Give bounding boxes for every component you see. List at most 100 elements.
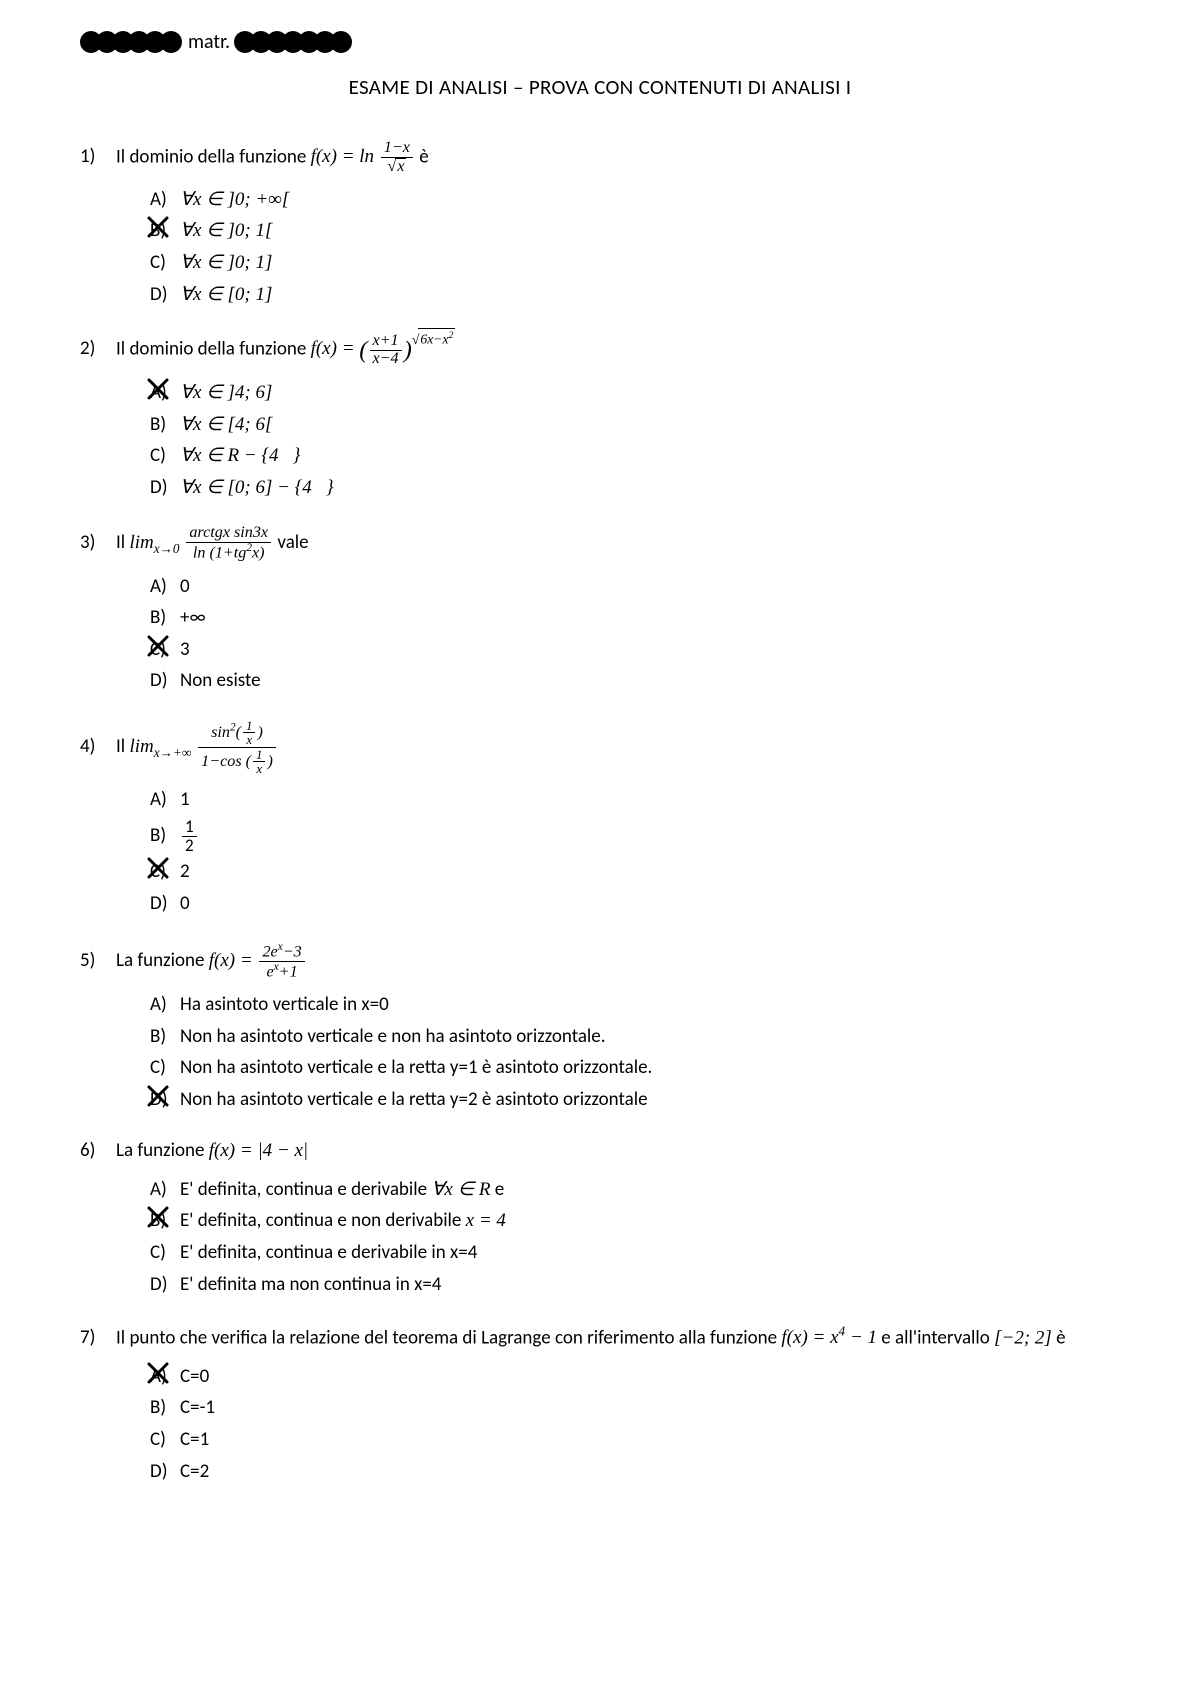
option-text: 0	[180, 573, 1120, 601]
option[interactable]: A)Ha asintoto verticale in x=0	[150, 991, 1120, 1019]
option[interactable]: A)∀x ∈ ]4; 6]	[150, 379, 1120, 407]
option-label: C)	[150, 1426, 180, 1454]
option[interactable]: D)C=2	[150, 1458, 1120, 1486]
option-label: A)	[150, 1363, 180, 1391]
option[interactable]: C)C=1	[150, 1426, 1120, 1454]
option-label: D)	[150, 890, 180, 918]
option[interactable]: D)E' definita ma non continua in x=4	[150, 1271, 1120, 1299]
option-text: C=-1	[180, 1394, 1120, 1422]
option[interactable]: C)3	[150, 636, 1120, 664]
option-text: C=0	[180, 1363, 1120, 1391]
option[interactable]: A)C=0	[150, 1363, 1120, 1391]
options-list: A)E' definita, continua e derivabile ∀x …	[150, 1176, 1120, 1298]
option[interactable]: D)Non esiste	[150, 667, 1120, 695]
options-list: A)∀x ∈ ]4; 6] B)∀x ∈ [4; 6[ C)∀x ∈ R − {4 …	[150, 379, 1120, 501]
option-text: ∀x ∈ [0; 6] − {4 }	[180, 474, 1120, 502]
option[interactable]: B)∀x ∈ [4; 6[	[150, 411, 1120, 439]
option-label: C)	[150, 858, 180, 886]
question: 3)Il limx→0 arctgx sin3xln (1+tg2x) vale…	[80, 525, 1120, 694]
option-text: ∀x ∈ ]0; 1]	[180, 249, 1120, 277]
option[interactable]: D)Non ha asintoto verticale e la retta y…	[150, 1086, 1120, 1114]
option-label: B)	[150, 604, 180, 632]
option-label: D)	[150, 667, 180, 695]
question-number: 6)	[80, 1137, 116, 1166]
question-text: Il punto che verifica la relazione del t…	[116, 1322, 1120, 1353]
question-text: La funzione f(x) = 2ex−3ex+1	[116, 942, 1120, 982]
question-number: 5)	[80, 947, 116, 976]
question-text: Il limx→0 arctgx sin3xln (1+tg2x) vale	[116, 525, 1120, 562]
option-label: B)	[150, 1023, 180, 1051]
option-label: B)	[150, 1394, 180, 1422]
option-label: B)	[150, 822, 180, 850]
option-text: ∀x ∈ R − {4 }	[180, 442, 1120, 470]
option-text: E' definita, continua e derivabile in x=…	[180, 1239, 1120, 1267]
option-label: C)	[150, 442, 180, 470]
question-text: Il dominio della funzione f(x) = ln 1−xx…	[116, 140, 1120, 176]
options-list: A)0 B)+∞ C)3 D)Non esiste	[150, 573, 1120, 695]
option[interactable]: A)1	[150, 786, 1120, 814]
options-list: A)C=0B)C=-1C)C=1D)C=2	[150, 1363, 1120, 1485]
handwritten-x-icon	[146, 215, 170, 239]
option[interactable]: C)∀x ∈ ]0; 1]	[150, 249, 1120, 277]
option[interactable]: B)E' definita, continua e non derivabile…	[150, 1207, 1120, 1235]
option-text: 0	[180, 890, 1120, 918]
option-label: D)	[150, 474, 180, 502]
question-text: Il dominio della funzione f(x) = (x+1x−4…	[116, 332, 1120, 369]
question: 4)Il limx→+∞ sin2(1x)1−cos (1x)A)1B)12C)…	[80, 719, 1120, 918]
option-text: C=2	[180, 1458, 1120, 1486]
option[interactable]: B)Non ha asintoto verticale e non ha asi…	[150, 1023, 1120, 1051]
handwritten-x-icon	[146, 1084, 170, 1108]
option-label: D)	[150, 1271, 180, 1299]
option-label: A)	[150, 1176, 180, 1204]
option-text: E' definita ma non continua in x=4	[180, 1271, 1120, 1299]
question: 7)Il punto che verifica la relazione del…	[80, 1322, 1120, 1485]
question: 6)La funzione f(x) = |4 − x|A)E' definit…	[80, 1137, 1120, 1298]
option[interactable]: D)∀x ∈ [0; 6] − {4 }	[150, 474, 1120, 502]
option-text: Non ha asintoto verticale e la retta y=1…	[180, 1054, 1120, 1082]
option[interactable]: B)C=-1	[150, 1394, 1120, 1422]
option[interactable]: C)E' definita, continua e derivabile in …	[150, 1239, 1120, 1267]
option[interactable]: C)∀x ∈ R − {4 }	[150, 442, 1120, 470]
question-number: 4)	[80, 733, 116, 762]
option-label: B)	[150, 217, 180, 245]
header-redaction: matr.	[80, 30, 1120, 54]
option[interactable]: B)+∞	[150, 604, 1120, 632]
option-text: Non esiste	[180, 667, 1120, 695]
option-text: 2	[180, 858, 1120, 886]
option[interactable]: A)∀x ∈ ]0; +∞[	[150, 186, 1120, 214]
option-text: ∀x ∈ [0; 1]	[180, 281, 1120, 309]
option-text: ∀x ∈ ]0; +∞[	[180, 186, 1120, 214]
option[interactable]: D)0	[150, 890, 1120, 918]
handwritten-x-icon	[146, 1361, 170, 1385]
option-text: C=1	[180, 1426, 1120, 1454]
option-label: C)	[150, 636, 180, 664]
option[interactable]: D)∀x ∈ [0; 1]	[150, 281, 1120, 309]
question-text: Il limx→+∞ sin2(1x)1−cos (1x)	[116, 719, 1120, 776]
option-label: A)	[150, 786, 180, 814]
option-label: A)	[150, 573, 180, 601]
redact-blob-right	[234, 31, 352, 53]
handwritten-x-icon	[146, 1205, 170, 1229]
option[interactable]: B)12	[150, 818, 1120, 855]
option[interactable]: B)∀x ∈ ]0; 1[	[150, 217, 1120, 245]
option[interactable]: C)2	[150, 858, 1120, 886]
option[interactable]: A)0	[150, 573, 1120, 601]
handwritten-x-icon	[146, 856, 170, 880]
option-text: 12	[180, 818, 1120, 855]
option-label: D)	[150, 281, 180, 309]
option-label: C)	[150, 249, 180, 277]
option-text: Non ha asintoto verticale e non ha asint…	[180, 1023, 1120, 1051]
option-text: Non ha asintoto verticale e la retta y=2…	[180, 1086, 1120, 1114]
option-label: B)	[150, 1207, 180, 1235]
option[interactable]: C)Non ha asintoto verticale e la retta y…	[150, 1054, 1120, 1082]
option-label: C)	[150, 1054, 180, 1082]
option[interactable]: A)E' definita, continua e derivabile ∀x …	[150, 1176, 1120, 1204]
redact-blob-left	[80, 31, 182, 53]
exam-title: ESAME DI ANALISI – PROVA CON CONTENUTI D…	[80, 74, 1120, 100]
option-text: ∀x ∈ ]4; 6]	[180, 379, 1120, 407]
option-text: ∀x ∈ [4; 6[	[180, 411, 1120, 439]
option-text: E' definita, continua e non derivabile x…	[180, 1207, 1120, 1235]
option-text: 1	[180, 786, 1120, 814]
options-list: A)Ha asintoto verticale in x=0B)Non ha a…	[150, 991, 1120, 1113]
question: 5)La funzione f(x) = 2ex−3ex+1 A)Ha asint…	[80, 942, 1120, 1114]
